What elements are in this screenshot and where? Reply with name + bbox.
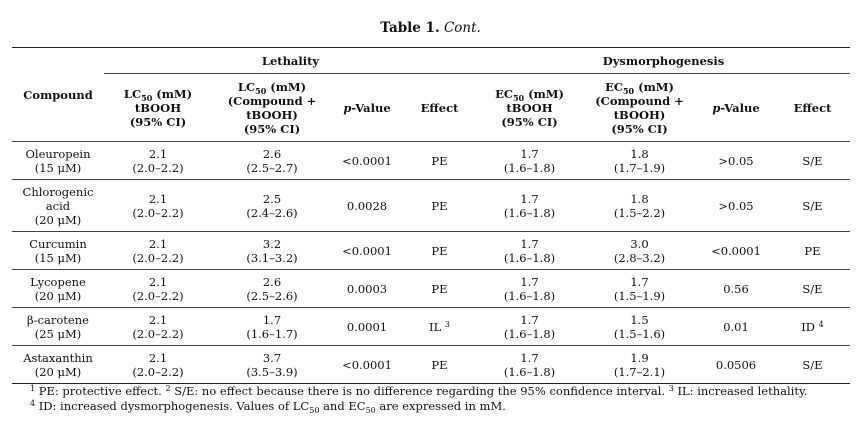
cell-effect-dysmorphogenesis: S/E [775, 141, 850, 180]
cell-p-value-dysmorphogenesis: 0.56 [697, 269, 775, 308]
cell-lc50-compound: 2.6 (2.5–2.6) [212, 269, 332, 308]
cell-p-value-dysmorphogenesis: >0.05 [697, 179, 775, 232]
caption-text: Cont. [443, 20, 481, 36]
footnote-line-1: 1 PE: protective effect. 2 S/E: no effec… [30, 384, 808, 398]
cell-compound: Lycopene (20 μM) [12, 269, 104, 308]
cell-lc50-compound: 3.7 (3.5–3.9) [212, 345, 332, 384]
cell-compound: Astaxanthin (20 μM) [12, 345, 104, 384]
results-table: Compound Lethality Dysmorphogenesis LC50… [12, 47, 850, 384]
table-row: Curcumin (15 μM) 2.1 (2.0–2.2) 3.2 (3.1–3.2) <… [12, 231, 850, 270]
cell-effect-lethality: PE [402, 179, 477, 232]
cell-ec50-compound: 1.9 (1.7–2.1) [582, 345, 697, 384]
cell-lc50-tbooh: 2.1 (2.0–2.2) [104, 307, 212, 346]
table-row: Oleuropein (15 μM) 2.1 (2.0–2.2) 2.6 (2.5–2.7… [12, 141, 850, 180]
cell-ec50-compound: 1.8 (1.5–2.2) [582, 179, 697, 232]
cell-ec50-tbooh: 1.7 (1.6–1.8) [477, 179, 582, 232]
header-dysmorphogenesis: Dysmorphogenesis [477, 47, 850, 74]
header-p-value-lethality: p-Value [332, 73, 402, 142]
table-row: Lycopene (20 μM) 2.1 (2.0–2.2) 2.6 (2.5–2.6) 0… [12, 269, 850, 308]
cell-lc50-tbooh: 2.1 (2.0–2.2) [104, 179, 212, 232]
cell-p-value-lethality: 0.0028 [332, 179, 402, 232]
cell-ec50-tbooh: 1.7 (1.6–1.8) [477, 307, 582, 346]
cell-compound: Oleuropein (15 μM) [12, 141, 104, 180]
cell-effect-dysmorphogenesis: ID 4 [775, 307, 850, 346]
cell-lc50-tbooh: 2.1 (2.0–2.2) [104, 269, 212, 308]
header-ec50-compound: EC50 (mM) (Compound + tBOOH) (95% CI) [582, 73, 697, 142]
header-ec50-tbooh: EC50 (mM) tBOOH (95% CI) [477, 73, 582, 142]
cell-lc50-compound: 3.2 (3.1–3.2) [212, 231, 332, 270]
cell-compound: Chlorogenic acid (20 μM) [12, 179, 104, 232]
table-row: Chlorogenic acid (20 μM) 2.1 (2.0–2.2) 2.5 (2.… [12, 179, 850, 232]
table-caption: Table 1. Cont. [0, 20, 861, 36]
cell-compound: β-carotene (25 μM) [12, 307, 104, 346]
cell-p-value-lethality: 0.0003 [332, 269, 402, 308]
cell-lc50-compound: 1.7 (1.6–1.7) [212, 307, 332, 346]
cell-p-value-dysmorphogenesis: >0.05 [697, 141, 775, 180]
cell-p-value-dysmorphogenesis: 0.0506 [697, 345, 775, 384]
cell-ec50-compound: 3.0 (2.8–3.2) [582, 231, 697, 270]
cell-effect-dysmorphogenesis: PE [775, 231, 850, 270]
table-row: Astaxanthin (20 μM) 2.1 (2.0–2.2) 3.7 (3.5–3.… [12, 345, 850, 384]
cell-p-value-dysmorphogenesis: 0.01 [697, 307, 775, 346]
header-lc50-tbooh: LC50 (mM) tBOOH (95% CI) [104, 73, 212, 142]
cell-p-value-lethality: <0.0001 [332, 141, 402, 180]
cell-ec50-compound: 1.7 (1.5–1.9) [582, 269, 697, 308]
cell-effect-lethality: PE [402, 345, 477, 384]
cell-lc50-tbooh: 2.1 (2.0–2.2) [104, 141, 212, 180]
cell-effect-dysmorphogenesis: S/E [775, 179, 850, 232]
cell-effect-lethality: PE [402, 269, 477, 308]
cell-effect-lethality: PE [402, 231, 477, 270]
table-row: β-carotene (25 μM) 2.1 (2.0–2.2) 1.7 (1.6–1.7… [12, 307, 850, 346]
cell-lc50-tbooh: 2.1 (2.0–2.2) [104, 231, 212, 270]
cell-lc50-compound: 2.6 (2.5–2.7) [212, 141, 332, 180]
footnotes: 1 PE: protective effect. 2 S/E: no effec… [30, 384, 850, 415]
header-lc50-compound: LC50 (mM) (Compound + tBOOH) (95% CI) [212, 73, 332, 142]
header-p-value-dysmorphogenesis: p-Value [697, 73, 775, 142]
cell-ec50-tbooh: 1.7 (1.6–1.8) [477, 345, 582, 384]
cell-p-value-lethality: <0.0001 [332, 231, 402, 270]
footnote-line-2: 4 ID: increased dysmorphogenesis. Values… [30, 399, 506, 415]
header-compound: Compound [12, 47, 104, 142]
cell-compound: Curcumin (15 μM) [12, 231, 104, 270]
cell-p-value-lethality: 0.0001 [332, 307, 402, 346]
header-effect-lethality: Effect [402, 73, 477, 142]
cell-lc50-compound: 2.5 (2.4–2.6) [212, 179, 332, 232]
header-effect-dysmorphogenesis: Effect [775, 73, 850, 142]
cell-ec50-tbooh: 1.7 (1.6–1.8) [477, 231, 582, 270]
cell-effect-dysmorphogenesis: S/E [775, 269, 850, 308]
cell-ec50-tbooh: 1.7 (1.6–1.8) [477, 141, 582, 180]
cell-effect-lethality: PE [402, 141, 477, 180]
cell-lc50-tbooh: 2.1 (2.0–2.2) [104, 345, 212, 384]
table-body: Oleuropein (15 μM) 2.1 (2.0–2.2) 2.6 (2.5–2.7… [12, 141, 850, 384]
cell-ec50-compound: 1.5 (1.5–1.6) [582, 307, 697, 346]
cell-ec50-tbooh: 1.7 (1.6–1.8) [477, 269, 582, 308]
header-lethality: Lethality [104, 47, 477, 74]
cell-effect-lethality: IL 3 [402, 307, 477, 346]
cell-ec50-compound: 1.8 (1.7–1.9) [582, 141, 697, 180]
cell-effect-dysmorphogenesis: S/E [775, 345, 850, 384]
caption-label: Table 1. [380, 20, 440, 36]
cell-p-value-lethality: <0.0001 [332, 345, 402, 384]
cell-p-value-dysmorphogenesis: <0.0001 [697, 231, 775, 270]
